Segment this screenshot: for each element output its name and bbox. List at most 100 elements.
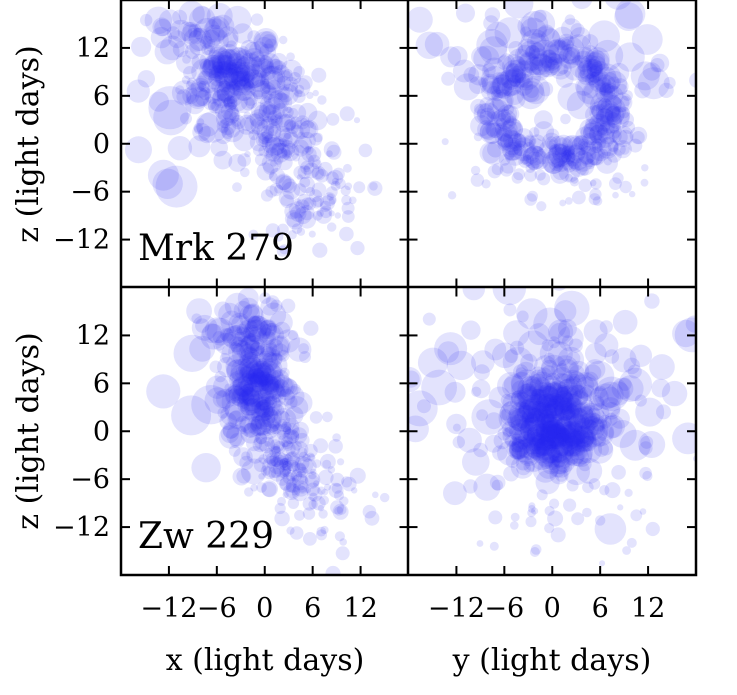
scatter-point xyxy=(537,172,551,186)
scatter-point xyxy=(187,77,197,88)
scatter-point xyxy=(322,411,333,423)
scatter-point xyxy=(477,108,487,119)
scatter-point xyxy=(245,97,257,109)
scatter-point xyxy=(291,485,308,502)
scatter-point xyxy=(515,438,541,464)
scatter-point xyxy=(334,212,341,219)
scatter-point xyxy=(639,441,653,455)
scatter-point xyxy=(509,439,529,459)
scatter-point xyxy=(606,112,623,128)
scatter-point xyxy=(242,64,267,89)
scatter-point xyxy=(538,382,558,402)
scatter-point xyxy=(497,132,513,149)
scatter-point xyxy=(186,298,213,324)
scatter-point xyxy=(223,71,239,87)
scatter-point xyxy=(555,386,574,405)
scatter-point xyxy=(270,424,279,433)
scatter-point xyxy=(589,64,602,77)
scatter-point xyxy=(580,405,601,426)
scatter-point xyxy=(574,415,586,426)
scatter-point xyxy=(208,98,223,114)
scatter-point xyxy=(253,104,271,122)
scatter-point xyxy=(282,139,290,147)
scatter-point xyxy=(608,129,622,143)
scatter-point xyxy=(268,58,284,74)
scatter-point xyxy=(595,515,606,526)
scatter-point xyxy=(218,117,237,136)
scatter-point xyxy=(258,374,270,386)
scatter-point xyxy=(294,509,305,521)
scatter-point xyxy=(503,374,525,395)
scatter-point xyxy=(277,138,288,148)
scatter-point xyxy=(166,26,180,40)
scatter-point xyxy=(548,433,564,450)
scatter-point xyxy=(569,55,593,79)
scatter-point xyxy=(313,480,320,487)
scatter-point xyxy=(251,415,266,430)
scatter-point xyxy=(260,339,278,357)
scatter-point xyxy=(518,387,542,411)
scatter-point xyxy=(555,70,574,88)
scatter-point xyxy=(549,455,572,478)
scatter-point xyxy=(606,147,622,163)
scatter-point xyxy=(183,27,208,52)
scatter-point xyxy=(275,377,299,401)
scatter-point xyxy=(582,425,597,440)
scatter-point xyxy=(508,75,521,87)
scatter-point xyxy=(541,52,563,74)
z-tick-label: 6 xyxy=(93,81,110,112)
scatter-point xyxy=(238,318,259,339)
scatter-point xyxy=(337,458,345,466)
z-tick-label: −12 xyxy=(53,512,110,543)
scatter-point xyxy=(325,171,339,185)
scatter-point xyxy=(280,298,296,313)
scatter-point xyxy=(260,70,286,96)
scatter-point xyxy=(584,364,602,382)
scatter-point xyxy=(256,119,263,126)
scatter-point xyxy=(523,142,535,154)
scatter-point xyxy=(543,382,566,405)
scatter-point xyxy=(202,323,222,344)
scatter-point xyxy=(554,373,575,395)
scatter-point xyxy=(593,441,610,457)
scatter-point xyxy=(548,44,560,56)
scatter-point xyxy=(486,86,502,101)
scatter-point xyxy=(576,46,594,65)
scatter-point xyxy=(521,411,534,424)
scatter-point xyxy=(544,136,559,150)
scatter-point xyxy=(532,146,544,157)
scatter-point xyxy=(509,441,528,461)
scatter-point xyxy=(236,65,260,89)
scatter-point xyxy=(258,436,276,454)
scatter-point xyxy=(503,141,523,162)
scatter-point xyxy=(211,98,227,114)
scatter-point xyxy=(276,154,293,171)
scatter-point xyxy=(611,377,634,400)
scatter-point xyxy=(581,435,597,452)
scatter-point xyxy=(513,168,526,181)
scatter-point xyxy=(571,408,588,424)
scatter-point xyxy=(566,420,589,443)
scatter-point xyxy=(520,28,550,59)
scatter-point xyxy=(223,59,234,70)
scatter-point xyxy=(541,339,554,352)
scatter-point xyxy=(543,59,561,76)
scatter-point xyxy=(237,353,262,378)
scatter-point xyxy=(274,111,290,128)
scatter-point xyxy=(424,31,450,57)
scatter-point xyxy=(575,77,594,96)
scatter-point xyxy=(565,407,590,432)
scatter-point xyxy=(479,120,504,145)
scatter-point xyxy=(514,426,533,445)
scatter-point xyxy=(224,121,241,138)
scatter-point xyxy=(685,315,696,333)
scatter-point xyxy=(533,411,546,424)
scatter-point xyxy=(319,195,335,211)
scatter-point xyxy=(227,90,248,112)
scatter-point xyxy=(291,139,310,157)
scatter-point xyxy=(232,55,251,74)
scatter-point xyxy=(522,394,542,414)
scatter-point xyxy=(273,459,291,478)
scatter-point xyxy=(159,35,185,61)
scatter-point xyxy=(579,140,591,152)
